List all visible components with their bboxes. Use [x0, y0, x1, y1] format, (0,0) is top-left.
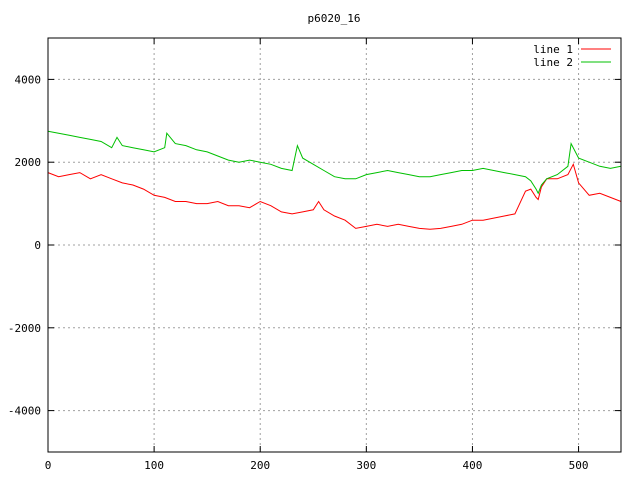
- series-line-2: [47, 130, 622, 195]
- series-line-1: [47, 162, 622, 230]
- y-tick-label: 0: [34, 239, 41, 252]
- x-tick-label: 200: [250, 459, 270, 472]
- grid: [48, 38, 621, 452]
- y-tick-label: 4000: [15, 73, 42, 86]
- y-tick-label: 2000: [15, 156, 42, 169]
- x-tick-label: 400: [463, 459, 483, 472]
- series-layer: [47, 130, 622, 230]
- chart-title: p6020_16: [308, 12, 361, 25]
- legend-label: line 1: [533, 43, 573, 56]
- y-tick-label: -4000: [8, 405, 41, 418]
- legend-label: line 2: [533, 56, 573, 69]
- axis-ticks: 0 100 200 300 400 500 -4000 -2000 0 2000 4000: [8, 38, 621, 472]
- y-tick-label: -2000: [8, 322, 41, 335]
- x-tick-label: 100: [144, 459, 164, 472]
- x-tick-label: 0: [45, 459, 52, 472]
- x-tick-label: 500: [569, 459, 589, 472]
- x-tick-label: 300: [356, 459, 376, 472]
